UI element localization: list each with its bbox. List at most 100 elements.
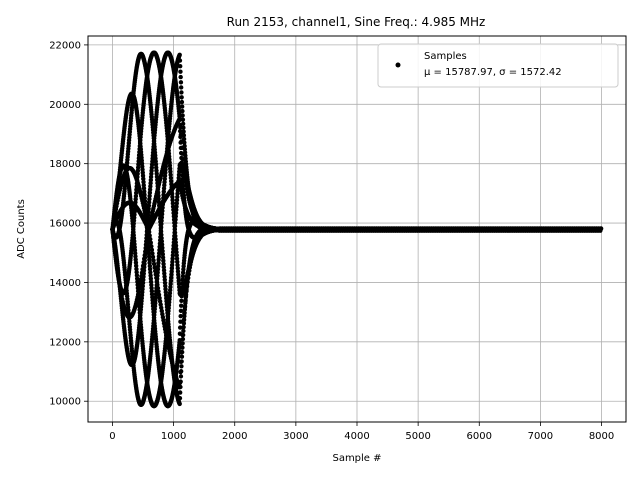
data-point [181,321,187,326]
data-point [178,150,184,156]
data-point [168,278,174,284]
data-point [136,292,141,297]
y-axis-label: ADC Counts [16,199,27,259]
data-point [181,328,186,334]
data-point [162,274,167,279]
data-point [133,200,138,205]
data-point [158,229,164,234]
data-point [145,241,151,246]
data-point [169,191,175,196]
data-point [176,181,181,187]
data-point [172,230,178,235]
data-point [147,260,152,266]
data-point [175,259,180,265]
data-point [135,168,141,173]
data-point [141,277,146,283]
data-point [156,193,161,198]
data-point [146,200,152,205]
data-point [182,313,187,319]
data-point [162,271,167,276]
y-axis: 10000 12000 14000 16000 18000 20000 22000 [49,40,88,408]
data-point [170,249,176,255]
data-point [136,162,141,167]
data-point [175,266,180,271]
data-point [180,117,186,122]
data-point [174,201,179,206]
data-point [146,247,151,253]
data-point [178,308,184,313]
data-point [161,189,167,194]
data-point [177,390,183,395]
data-point [147,263,153,269]
data-point [151,258,156,263]
data-point [141,271,146,276]
data-point [178,313,183,319]
data-point [178,379,183,384]
data-point [180,108,185,114]
y-tick-label: 18000 [49,159,81,170]
data-point [160,252,166,257]
data-point [178,69,183,74]
data-point [146,206,151,211]
data-point [148,270,153,275]
data-point [133,260,139,265]
data-point [133,257,138,262]
data-point [173,214,178,219]
data-point [180,176,185,182]
data-point [134,178,140,183]
data-point [180,345,185,350]
data-point [146,250,152,256]
data-points [110,50,604,409]
data-point [142,255,148,260]
data-point [144,228,150,233]
data-point [133,254,138,259]
data-point [155,276,160,281]
data-point [173,240,178,245]
data-point [176,178,181,184]
data-point [158,225,164,230]
data-point [177,52,182,57]
data-point [178,303,184,308]
data-point [169,181,174,187]
data-point [160,205,165,210]
x-tick-label: 7000 [528,431,553,442]
data-point [160,208,165,214]
data-point [182,310,187,315]
data-point [161,268,167,273]
data-point [155,263,161,269]
data-point [170,201,176,206]
data-point [148,180,153,186]
data-point [147,187,153,192]
y-tick-label: 20000 [49,100,81,111]
x-tick-label: 0 [109,431,115,442]
data-point [179,95,184,100]
data-point [180,273,186,279]
data-point [170,194,175,200]
data-point [135,282,140,288]
data-point [145,213,151,218]
x-tick-label: 5000 [405,431,430,442]
data-point [177,64,183,69]
data-point [180,341,185,346]
data-point [161,192,166,197]
data-point [134,184,139,189]
data-point [141,179,146,185]
data-point [142,198,148,204]
data-point [178,369,184,374]
data-point [160,202,166,207]
data-point [162,179,167,185]
data-point [169,266,175,271]
data-point [170,204,176,209]
data-point [182,147,188,152]
data-point [133,196,138,202]
data-point [159,221,164,227]
data-point [179,359,184,364]
y-tick-label: 12000 [49,337,81,348]
data-point [173,210,179,216]
data-point [135,171,140,177]
data-point [181,133,187,138]
data-point [178,384,183,390]
data-point [160,245,165,250]
data-point [160,255,166,260]
data-point [161,186,167,191]
